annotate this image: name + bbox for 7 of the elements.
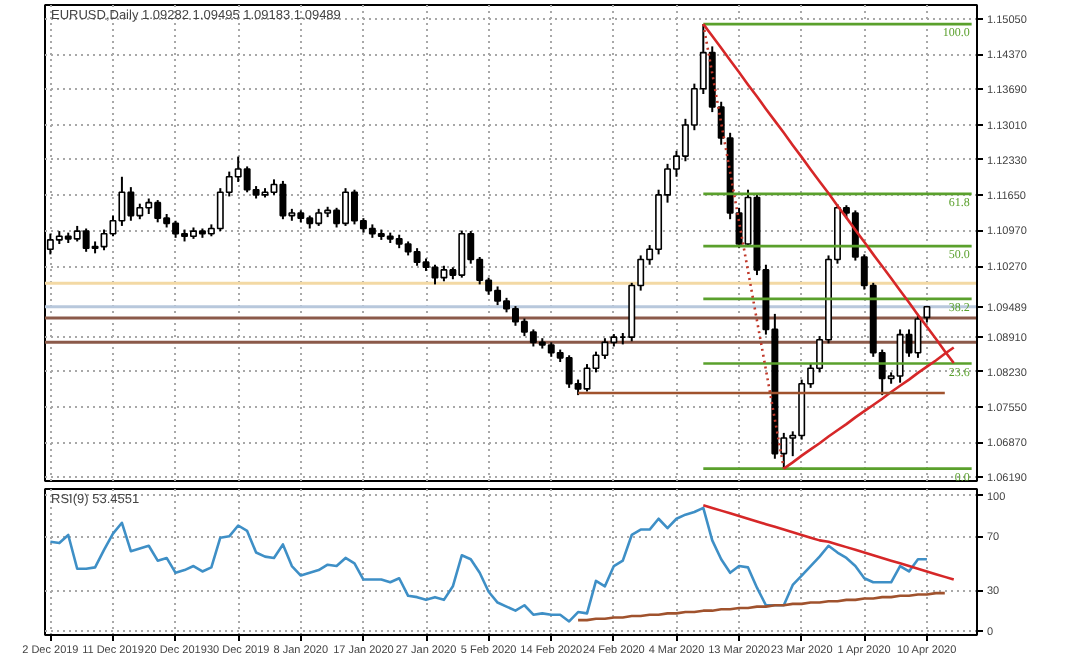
- candlestick: [100, 228, 108, 252]
- candlestick: [431, 263, 439, 286]
- line-series: [702, 503, 956, 581]
- line-series: [49, 506, 929, 623]
- line-series: [576, 591, 947, 622]
- line-series: [702, 22, 786, 470]
- candlestick: [914, 312, 922, 359]
